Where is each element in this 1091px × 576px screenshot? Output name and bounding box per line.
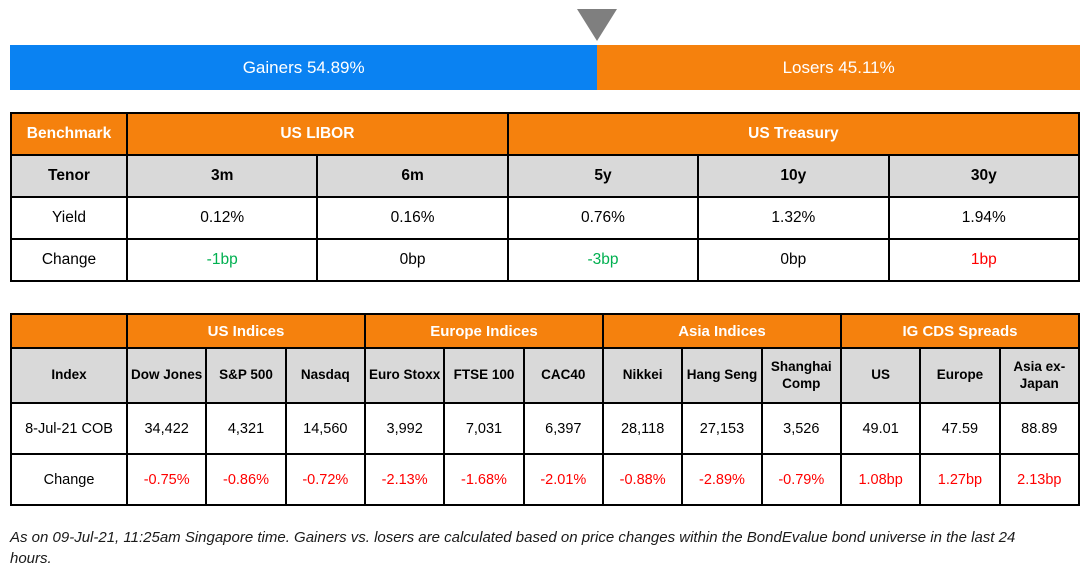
tenor-cell: 6m <box>316 154 509 198</box>
tenor-row: Tenor 3m 6m 5y 10y 30y <box>10 154 1081 198</box>
indices-table: US Indices Europe Indices Asia Indices I… <box>10 313 1081 506</box>
index-name-cell: Hang Seng <box>681 347 763 404</box>
yield-cell: 0.12% <box>125 196 319 240</box>
indices-group-header-row: US Indices Europe Indices Asia Indices I… <box>10 313 1081 349</box>
index-names-row: Index Dow Jones S&P 500 Nasdaq Euro Stox… <box>10 347 1081 404</box>
index-name-cell: FTSE 100 <box>443 347 525 404</box>
close-cell: 14,560 <box>284 402 366 455</box>
index-name-cell: Dow Jones <box>125 347 208 404</box>
change-cell: -2.13% <box>363 453 446 506</box>
tenor-cell: 10y <box>697 154 890 198</box>
close-cell: 49.01 <box>839 402 922 455</box>
yield-cell: 0.16% <box>316 196 509 240</box>
change-cell: -0.79% <box>760 453 842 506</box>
change-row-label: Change <box>10 238 128 282</box>
close-row-label: 8-Jul-21 COB <box>10 402 128 455</box>
index-name-cell: US <box>839 347 922 404</box>
tenor-cell: 3m <box>125 154 319 198</box>
index-name-cell: CAC40 <box>522 347 604 404</box>
index-name-cell: Asia ex-Japan <box>998 347 1081 404</box>
tenor-row-label: Tenor <box>10 154 128 198</box>
change-cell: -2.01% <box>522 453 604 506</box>
close-cell: 47.59 <box>919 402 1001 455</box>
change-row-label: Change <box>10 453 128 506</box>
change-cell: -0.72% <box>284 453 366 506</box>
tenor-cell: 5y <box>506 154 700 198</box>
change-cell: -0.86% <box>205 453 287 506</box>
footnote: As on 09-Jul-21, 11:25am Singapore time.… <box>10 529 1016 567</box>
change-cell: -1.68% <box>443 453 525 506</box>
benchmark-corner-cell: Benchmark <box>10 112 128 156</box>
gainers-losers-pointer-icon <box>577 9 617 41</box>
index-name-cell: Shanghai Comp <box>760 347 842 404</box>
index-column-label: Index <box>10 347 128 404</box>
index-name-cell: Euro Stoxx <box>363 347 446 404</box>
close-cell: 28,118 <box>601 402 684 455</box>
change-cell: -3bp <box>506 238 700 282</box>
tenor-cell: 30y <box>887 154 1081 198</box>
change-cell: -2.89% <box>681 453 763 506</box>
change-cell: 1bp <box>887 238 1081 282</box>
close-cell: 3,526 <box>760 402 842 455</box>
close-cell: 27,153 <box>681 402 763 455</box>
change-cell: 1.27bp <box>919 453 1001 506</box>
asia-indices-group-header: Asia Indices <box>601 313 842 349</box>
europe-indices-group-header: Europe Indices <box>363 313 604 349</box>
losers-segment: Losers 45.11% <box>597 45 1080 90</box>
yield-row-label: Yield <box>10 196 128 240</box>
change-cell: 2.13bp <box>998 453 1081 506</box>
gainers-losers-bar: Gainers 54.89% Losers 45.11% <box>10 45 1080 90</box>
benchmark-table: Benchmark US LIBOR US Treasury Tenor 3m … <box>10 112 1081 282</box>
yield-cell: 1.32% <box>697 196 890 240</box>
change-cell: 0bp <box>697 238 890 282</box>
ig-cds-spreads-group-header: IG CDS Spreads <box>839 313 1081 349</box>
index-name-cell: S&P 500 <box>205 347 287 404</box>
yield-cell: 0.76% <box>506 196 700 240</box>
close-cell: 7,031 <box>443 402 525 455</box>
change-cell: 1.08bp <box>839 453 922 506</box>
indices-change-row: Change -0.75% -0.86% -0.72% -2.13% -1.68… <box>10 453 1081 506</box>
indices-corner-cell <box>10 313 128 349</box>
us-indices-group-header: US Indices <box>126 313 366 349</box>
change-cell: -0.88% <box>601 453 684 506</box>
change-cell: 0bp <box>316 238 509 282</box>
change-cell: -1bp <box>125 238 319 282</box>
yield-row: Yield 0.12% 0.16% 0.76% 1.32% 1.94% <box>10 196 1081 240</box>
close-cell: 88.89 <box>998 402 1081 455</box>
index-name-cell: Nasdaq <box>284 347 366 404</box>
close-cell: 3,992 <box>363 402 446 455</box>
gainers-label: Gainers 54.89% <box>242 57 365 77</box>
benchmark-group-header-row: Benchmark US LIBOR US Treasury <box>10 112 1081 156</box>
index-name-cell: Nikkei <box>601 347 684 404</box>
us-libor-group-header: US LIBOR <box>126 112 509 156</box>
benchmark-change-row: Change -1bp 0bp -3bp 0bp 1bp <box>10 238 1081 282</box>
close-cell: 6,397 <box>522 402 604 455</box>
change-cell: -0.75% <box>125 453 208 506</box>
gainers-segment: Gainers 54.89% <box>10 45 598 90</box>
close-cell: 4,321 <box>205 402 287 455</box>
us-treasury-group-header: US Treasury <box>506 112 1081 156</box>
index-name-cell: Europe <box>919 347 1001 404</box>
close-cell: 34,422 <box>125 402 208 455</box>
yield-cell: 1.94% <box>887 196 1081 240</box>
close-values-row: 8-Jul-21 COB 34,422 4,321 14,560 3,992 7… <box>10 402 1081 455</box>
losers-label: Losers 45.11% <box>782 57 895 77</box>
